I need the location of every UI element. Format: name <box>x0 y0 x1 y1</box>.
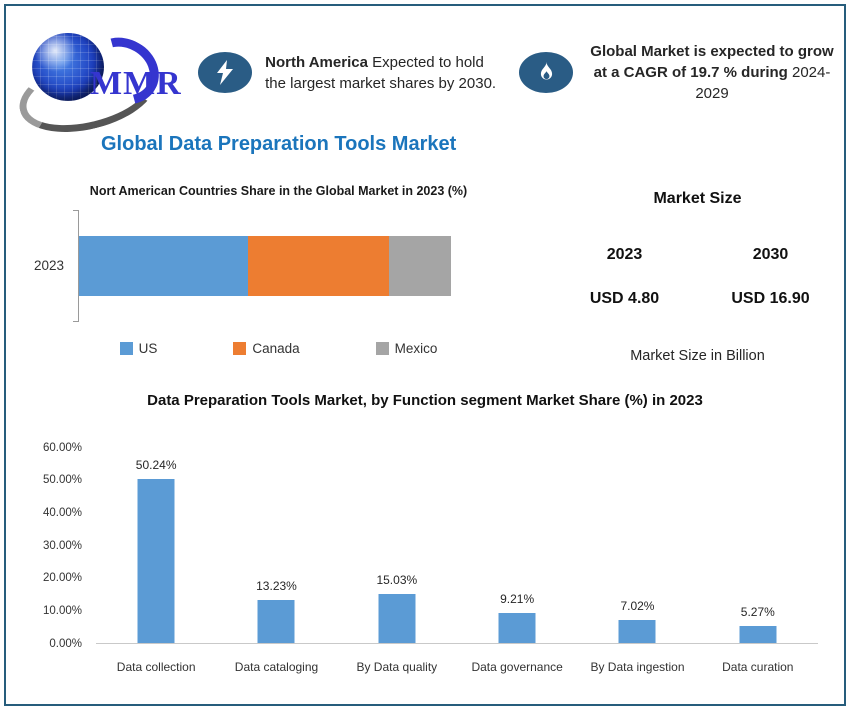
plot-area: 50.24% 13.23% 15.03% 9.21% 7.02% 5.27% <box>96 447 818 644</box>
y-axis-tick-label: 60.00% <box>42 441 82 454</box>
legend-label: US <box>138 340 158 356</box>
stacked-segment-canada <box>248 235 389 296</box>
x-axis-category-label: Data collection <box>116 659 196 674</box>
bar-value-label: 7.02% <box>620 598 655 613</box>
y-axis-tick-label: 10.00% <box>42 605 82 618</box>
x-axis-category-label: Data cataloging <box>234 659 319 674</box>
stacked-segment-mexico <box>388 235 451 296</box>
bar-value-label: 9.21% <box>500 591 535 606</box>
callout-text: Global Market is expected to grow at a C… <box>586 41 838 104</box>
legend-label: Canada <box>252 340 300 356</box>
bar-value-label: 50.24% <box>135 457 177 472</box>
function-segment-section: Data Preparation Tools Market, by Functi… <box>6 390 844 676</box>
bar <box>257 599 295 643</box>
middle-section: Nort American Countries Share in the Glo… <box>6 182 844 364</box>
callout-rest: Expected to hold the largest market shar… <box>265 53 497 92</box>
infographic: MMR North America Expected to hold the l… <box>4 4 846 706</box>
y-axis-category-label: 2023 <box>33 258 64 274</box>
bar-value-label: 13.23% <box>256 578 297 593</box>
bar <box>137 478 175 643</box>
callout-main: Global Market is expected to grow at a C… <box>590 43 834 81</box>
chart-legend: US Canada Mexico <box>6 341 551 356</box>
header: MMR North America Expected to hold the l… <box>6 6 844 145</box>
page-title: Global Data Preparation Tools Market <box>101 133 457 155</box>
market-size-value: USD 16.90 <box>731 290 810 307</box>
legend-swatch <box>233 341 247 355</box>
chart-title: Nort American Countries Share in the Glo… <box>89 184 468 198</box>
market-size-grid: 2023 USD 4.80 2030 USD 16.90 <box>551 246 844 308</box>
y-axis-tick-label: 20.00% <box>42 572 82 585</box>
chart-column: 9.21% <box>457 447 577 643</box>
callout-text: North America Expected to hold the large… <box>265 52 497 94</box>
callout-bold: North America <box>265 53 368 71</box>
chart-column: 5.27% <box>698 447 818 643</box>
legend-item-us: US <box>119 340 158 356</box>
stacked-bar-plot: 2023 <box>6 207 551 325</box>
x-axis-category-label: Data curation <box>722 659 794 674</box>
legend-item-canada: Canada <box>233 340 300 356</box>
x-axis-category-label: Data governance <box>471 659 563 674</box>
axis-line <box>73 209 79 322</box>
bar-value-label: 5.27% <box>740 604 775 619</box>
market-size-year: 2023 <box>606 246 643 263</box>
bar <box>739 625 777 643</box>
callout-north-america: North America Expected to hold the large… <box>198 37 497 109</box>
chart-column: 50.24% <box>96 447 216 643</box>
y-axis: 0.00% 10.00% 20.00% 30.00% 40.00% 50.00% 60.00… <box>28 442 86 650</box>
bar <box>498 612 536 643</box>
chart-column: 7.02% <box>577 447 697 643</box>
x-axis-category-label: By Data quality <box>356 659 438 674</box>
market-size-column: 2030 USD 16.90 <box>727 246 815 308</box>
stacked-segment-us <box>79 235 249 296</box>
legend-swatch <box>375 341 389 355</box>
legend-swatch <box>119 341 133 355</box>
chart-column: 13.23% <box>216 447 336 643</box>
legend-item-mexico: Mexico <box>375 340 438 356</box>
chart-column: 15.03% <box>337 447 457 643</box>
x-axis: Data collection Data cataloging By Data qu… <box>96 660 818 674</box>
stacked-bar <box>79 235 451 296</box>
callout-suffix: 2024-2029 <box>695 64 831 102</box>
globe-icon <box>32 32 104 101</box>
market-size-year: 2030 <box>752 246 789 263</box>
y-axis-tick-label: 30.00% <box>42 539 82 552</box>
y-axis-tick-label: 50.00% <box>42 474 82 487</box>
north-america-share-chart: Nort American Countries Share in the Glo… <box>6 182 551 364</box>
callout-cagr: Global Market is expected to grow at a C… <box>519 26 838 119</box>
y-axis-tick-label: 40.00% <box>42 507 82 520</box>
market-size-panel: Market Size 2023 USD 4.80 2030 USD 16.90 Ma… <box>551 182 844 364</box>
market-size-value: USD 4.80 <box>589 290 660 307</box>
market-size-note: Market Size in Billion <box>630 348 765 364</box>
mmr-logo: MMR <box>11 24 189 145</box>
market-size-heading: Market Size <box>653 190 742 207</box>
lightning-icon <box>198 52 253 93</box>
function-segment-chart: 0.00% 10.00% 20.00% 30.00% 40.00% 50.00% 60.00… <box>28 424 830 676</box>
y-axis-tick-label: 0.00% <box>49 637 82 650</box>
legend-label: Mexico <box>394 340 438 356</box>
bar-value-label: 15.03% <box>376 572 418 587</box>
bar <box>378 593 416 643</box>
bar <box>618 619 656 643</box>
x-axis-category-label: By Data ingestion <box>590 659 685 674</box>
flame-icon <box>519 52 573 93</box>
market-size-column: 2023 USD 4.80 <box>581 246 669 308</box>
brand-name: MMR <box>90 64 182 102</box>
chart-title: Data Preparation Tools Market, by Functi… <box>147 392 703 409</box>
